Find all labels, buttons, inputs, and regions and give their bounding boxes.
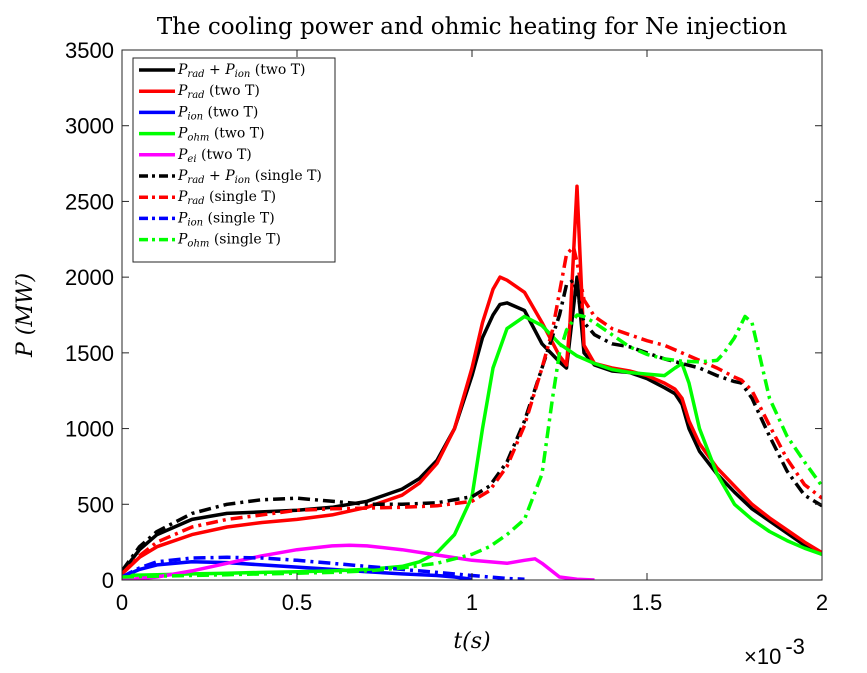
series-layer [122, 184, 822, 580]
chart-title: The cooling power and ohmic heating for … [157, 14, 787, 40]
ticks-layer: 0 0.5 1 1.5 2 0 500 1000 1500 2000 2500 3000 3500 [65, 38, 828, 615]
series-line-7 [122, 245, 822, 576]
y-tick-label: 2000 [65, 265, 114, 290]
x-tick-label: 1.5 [632, 590, 663, 615]
series-line-3 [122, 560, 473, 580]
x-tick-label: 0.5 [282, 590, 313, 615]
legend-label: Pion (two T) [177, 104, 258, 122]
legend-label: Pohm (single T) [177, 232, 281, 250]
legend-label: Prad + Pion (single T) [177, 168, 322, 186]
x-tick-label: 1 [466, 590, 478, 615]
y-tick-label: 0 [102, 568, 114, 593]
y-tick-label: 3000 [65, 114, 114, 139]
legend-label: Prad (single T) [177, 189, 276, 207]
x-tick-label: 0 [116, 590, 128, 615]
y-tick-label: 1000 [65, 417, 114, 442]
legend-label: Prad + Pion (two T) [177, 62, 306, 80]
series-line-4 [122, 314, 822, 578]
y-tick-label: 1500 [65, 341, 114, 366]
series-line-6 [122, 278, 822, 572]
legend-label: Pion (single T) [177, 210, 275, 228]
y-tick-label: 2500 [65, 189, 114, 214]
legend-label: Pei (two T) [177, 147, 252, 165]
series-line-5 [122, 543, 595, 580]
legend: Prad + Pion (two T) Prad (two T) Pion (two… [132, 57, 336, 263]
legend-label: Prad (two T) [177, 83, 260, 101]
legend-label: Pohm (two T) [177, 126, 265, 144]
y-axis-label: P (MW) [13, 273, 38, 358]
y-tick-label: 3500 [65, 38, 114, 63]
x-exponent: ×10 -3 [744, 634, 805, 669]
series-line-9 [122, 313, 822, 579]
x-axis-label: t(s) [453, 629, 490, 654]
x-tick-label: 2 [816, 590, 828, 615]
legend-items: Prad + Pion (two T) Prad (two T) Pion (two… [139, 62, 322, 250]
y-tick-label: 500 [77, 492, 114, 517]
x-exponent-base: ×10 [744, 644, 781, 669]
x-exponent-power: -3 [785, 634, 805, 659]
